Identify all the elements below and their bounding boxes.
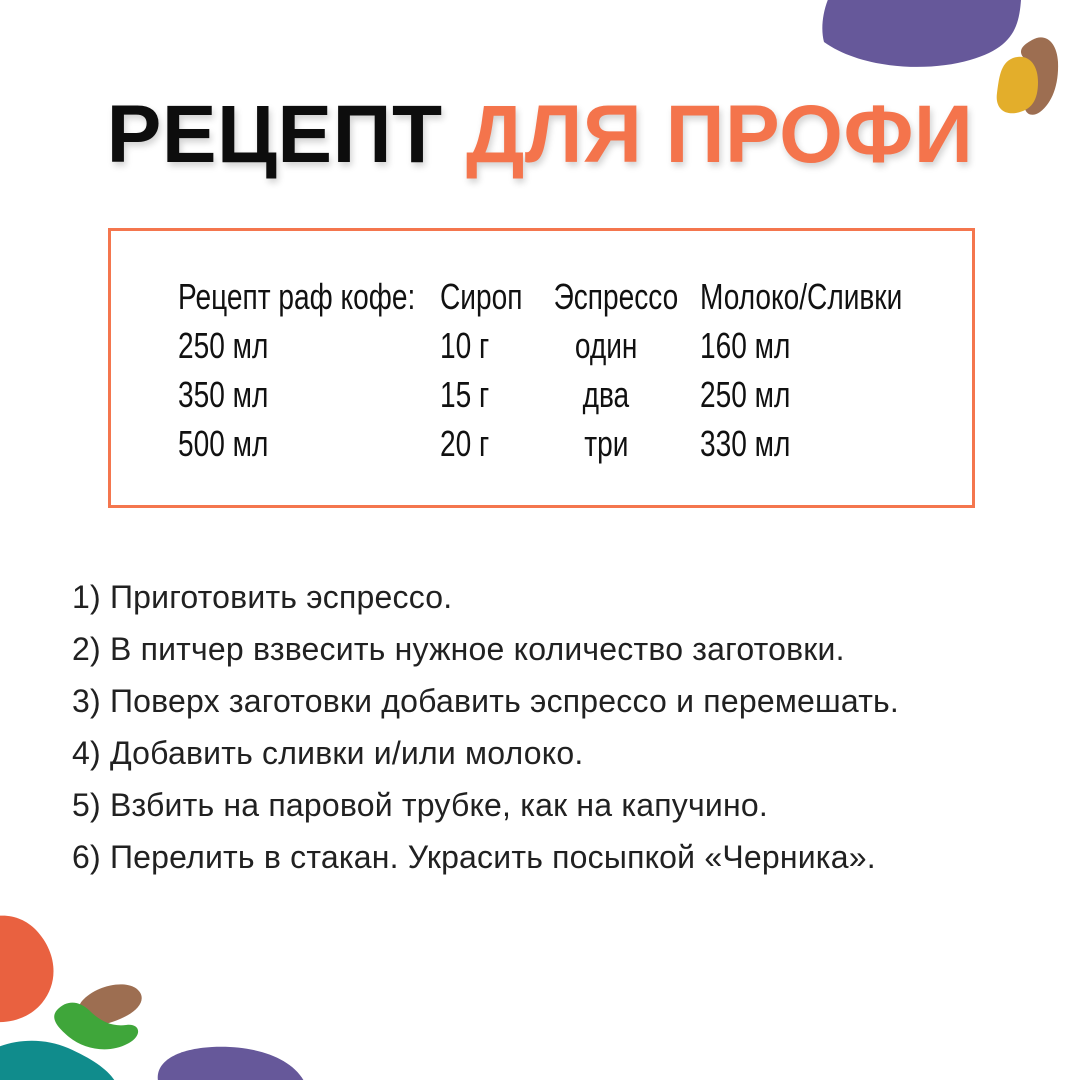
page-title: РЕЦЕПТ ДЛЯ ПРОФИ xyxy=(0,94,1080,176)
cell-volume: 500 мл xyxy=(178,422,269,464)
title-word-for-pros: ДЛЯ ПРОФИ xyxy=(465,89,974,180)
table-row: 350 мл 15 г два 250 мл xyxy=(178,370,972,419)
title-word-recipe: РЕЦЕПТ xyxy=(106,89,443,180)
list-item: 3) Поверх заготовки добавить эспрессо и … xyxy=(72,683,900,719)
cell-milk: 160 мл xyxy=(700,324,791,366)
column-header-syrup: Сироп xyxy=(440,275,523,317)
cell-milk: 250 мл xyxy=(700,373,791,415)
cell-espresso: один xyxy=(574,324,638,366)
recipe-table: Рецепт раф кофе: Сироп Эспрессо Молоко/С… xyxy=(111,231,972,468)
green-crescent-icon xyxy=(54,1002,139,1050)
cell-syrup: 10 г xyxy=(440,324,490,366)
cell-milk: 330 мл xyxy=(700,422,791,464)
orange-blob-icon xyxy=(0,915,54,1023)
purple-blob-icon xyxy=(157,1046,304,1080)
list-item: 6) Перелить в стакан. Украсить посыпкой … xyxy=(72,839,876,875)
list-item: 2) В питчер взвесить нужное количество з… xyxy=(72,631,845,667)
list-item: 4) Добавить сливки и/или молоко. xyxy=(72,735,584,771)
recipe-table-frame: Рецепт раф кофе: Сироп Эспрессо Молоко/С… xyxy=(108,228,975,508)
teal-blob-icon xyxy=(0,1040,115,1080)
column-header-milk-cream: Молоко/Сливки xyxy=(700,275,903,317)
table-row: 250 мл 10 г один 160 мл xyxy=(178,321,972,370)
cell-volume: 250 мл xyxy=(178,324,269,366)
column-header-espresso: Эспрессо xyxy=(553,275,679,317)
cell-espresso: три xyxy=(583,422,629,464)
list-item: 1) Приготовить эспрессо. xyxy=(72,579,453,615)
purple-blob-icon xyxy=(822,0,1021,67)
cell-espresso: два xyxy=(582,373,630,415)
table-row: 500 мл 20 г три 330 мл xyxy=(178,419,972,468)
list-item: 5) Взбить на паровой трубке, как на капу… xyxy=(72,787,768,823)
column-header-recipe: Рецепт раф кофе: xyxy=(178,275,416,317)
corner-decoration-bottom-left xyxy=(0,915,304,1080)
brown-bean-icon xyxy=(77,984,142,1026)
table-header-row: Рецепт раф кофе: Сироп Эспрессо Молоко/С… xyxy=(178,272,972,321)
cell-syrup: 20 г xyxy=(440,422,490,464)
preparation-steps-list: 1) Приготовить эспрессо. 2) В питчер взв… xyxy=(72,571,1032,883)
cell-syrup: 15 г xyxy=(440,373,490,415)
cell-volume: 350 мл xyxy=(178,373,269,415)
